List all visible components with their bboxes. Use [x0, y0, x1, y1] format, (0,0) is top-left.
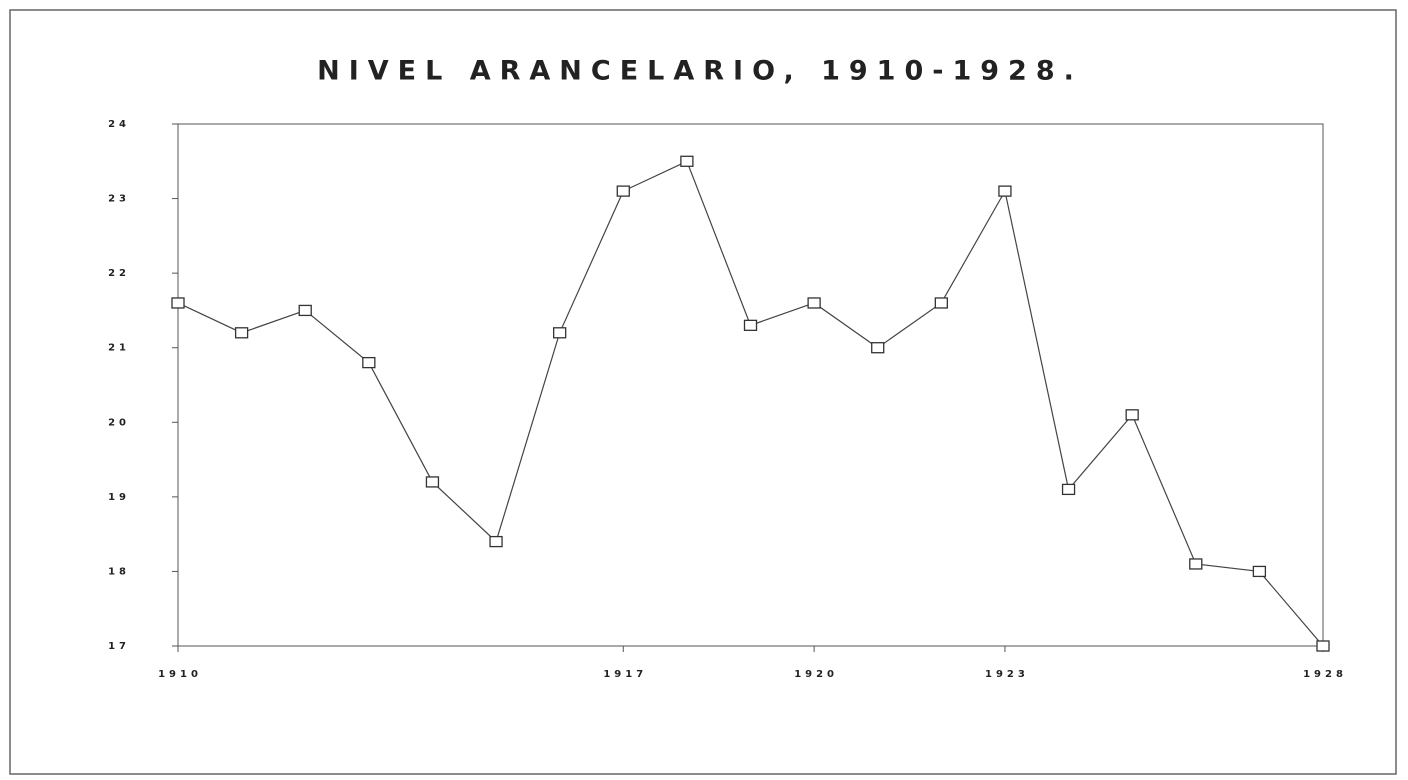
x-tick-label: 1920	[794, 669, 838, 680]
point-marker	[998, 185, 1012, 197]
chart-title: NIVEL ARANCELARIO, 1910-1928.	[317, 56, 1083, 87]
point-marker	[871, 342, 885, 354]
y-tick-label: 23	[108, 194, 130, 205]
x-tick-label: 1928	[1303, 669, 1347, 680]
point-marker	[362, 356, 376, 369]
point-marker	[1252, 565, 1267, 578]
point-marker	[489, 535, 503, 548]
x-tick-label: 1910	[158, 669, 202, 680]
y-tick-label: 17	[108, 641, 130, 652]
x-tick-label: 1917	[603, 669, 647, 680]
y-tick-label: 20	[108, 417, 130, 428]
point-marker	[234, 327, 249, 339]
point-marker	[743, 319, 758, 331]
y-tick-label: 24	[108, 119, 130, 130]
point-marker	[1061, 483, 1076, 496]
point-marker	[298, 304, 312, 317]
point-marker	[680, 155, 694, 167]
plot-area	[177, 123, 1324, 647]
point-marker	[425, 476, 440, 488]
x-tick-label: 1923	[985, 669, 1029, 680]
point-marker	[1125, 409, 1139, 421]
y-tick-label: 21	[108, 343, 130, 354]
y-tick-label: 19	[108, 492, 130, 503]
point-marker	[807, 297, 821, 309]
point-marker	[171, 297, 185, 309]
line	[177, 160, 1324, 647]
point-marker	[1316, 640, 1330, 652]
y-tick-label: 18	[108, 566, 130, 577]
point-marker	[1189, 558, 1203, 570]
y-tick-label: 22	[108, 268, 130, 279]
point-marker	[934, 297, 948, 309]
point-marker	[616, 185, 630, 197]
point-marker	[553, 327, 567, 339]
frame	[9, 9, 1397, 775]
